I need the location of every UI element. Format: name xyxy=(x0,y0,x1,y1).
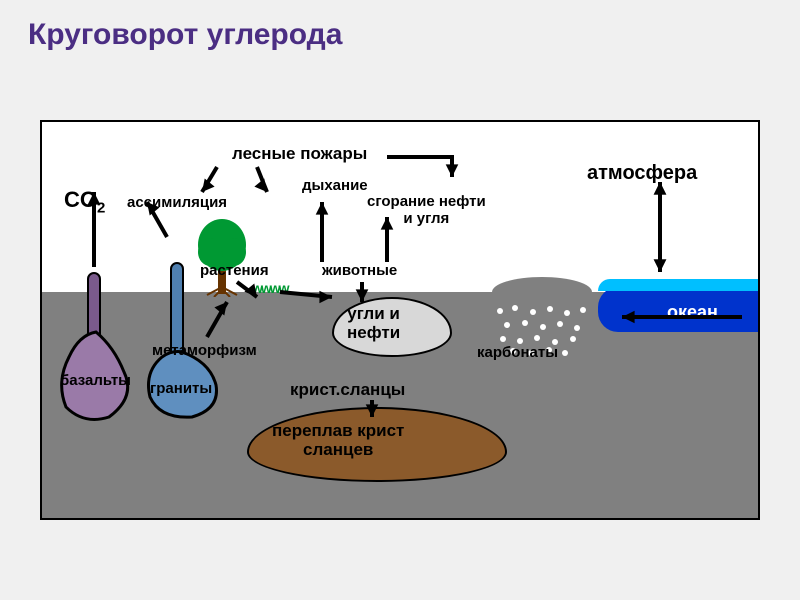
carbonate-dot xyxy=(564,310,570,316)
page-title: Круговорот углерода xyxy=(28,18,342,52)
carbonate-dot xyxy=(534,335,540,341)
co2-label: CO2 xyxy=(64,187,105,216)
carbonate-dot xyxy=(504,322,510,328)
carbonate-dot xyxy=(557,321,563,327)
carbonate-dot xyxy=(580,307,586,313)
basalts-label: базальты xyxy=(60,372,131,389)
carbonate-dot xyxy=(522,320,528,326)
carbonates-label: карбонаты xyxy=(477,344,558,361)
granites-label: граниты xyxy=(150,380,212,397)
forest-fires-label: лесные пожары xyxy=(232,144,367,164)
carbonate-dot xyxy=(500,336,506,342)
carbonate-dot xyxy=(530,309,536,315)
carbonate-dot xyxy=(574,325,580,331)
assimilation-label: ассимиляция xyxy=(127,194,227,211)
animals-label: животные xyxy=(322,262,397,279)
carbonate-dot xyxy=(512,305,518,311)
schist-label: крист.сланцы xyxy=(290,380,405,400)
carbonate-dot xyxy=(562,350,568,356)
ocean-label: океан xyxy=(667,302,718,323)
tree-icon xyxy=(192,217,252,297)
respiration-label: дыхание xyxy=(302,177,368,194)
carbonate-dot xyxy=(540,324,546,330)
plants-label: растения xyxy=(200,262,269,279)
carbonate-dot xyxy=(547,306,553,312)
combustion-label: сгорание нефтии угля xyxy=(367,194,486,227)
coal-oil-label: угли инефти xyxy=(347,305,400,342)
remelt-label: переплав кристсланцев xyxy=(272,422,404,459)
carbon-cycle-diagram: wwww CO2 лесные пожары ассимиляция дыхан… xyxy=(40,120,760,520)
ocean-surface xyxy=(598,279,758,291)
carbonate-dot xyxy=(570,336,576,342)
atmosphere-label: атмосфера xyxy=(587,162,697,185)
carbonate-dot xyxy=(497,308,503,314)
metamorphism-label: метаморфизм xyxy=(152,342,257,359)
grass-icon: wwww xyxy=(252,280,302,296)
